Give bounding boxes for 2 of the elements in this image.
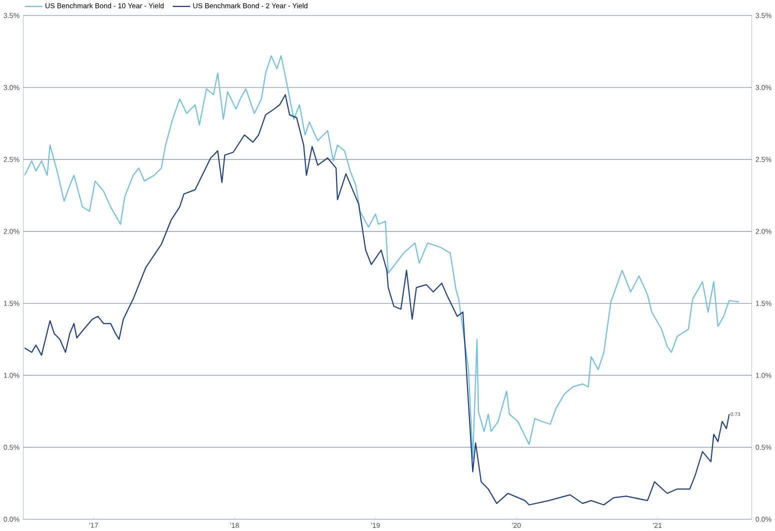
line-series bbox=[24, 94, 730, 506]
line-series bbox=[24, 55, 740, 460]
